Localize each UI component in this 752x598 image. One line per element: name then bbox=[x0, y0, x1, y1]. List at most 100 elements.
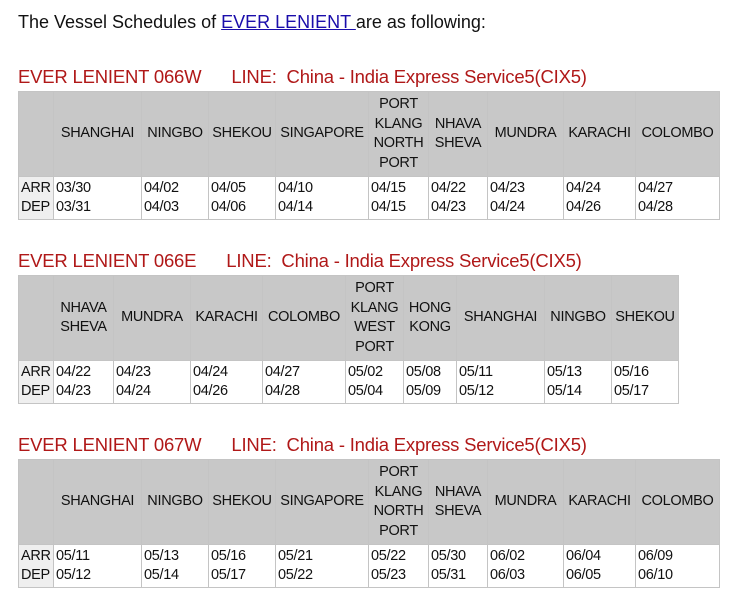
port-header: NHAVA SHEVA bbox=[428, 91, 488, 177]
row-labels: ARR DEP bbox=[18, 544, 54, 588]
voyage-title: EVER LENIENT 067W LINE: China - India Exp… bbox=[18, 434, 587, 456]
corner-cell bbox=[18, 275, 54, 361]
port-header: KARACHI bbox=[563, 91, 636, 177]
date-cell: 05/11 05/12 bbox=[456, 360, 545, 404]
dep-date: 04/26 bbox=[193, 383, 228, 399]
voyage-title: EVER LENIENT 066E LINE: China - India Exp… bbox=[18, 250, 582, 272]
date-cell: 05/16 05/17 bbox=[208, 544, 276, 588]
dep-date: 06/03 bbox=[490, 567, 525, 583]
service-line: LINE: China - India Express Service5(CIX… bbox=[231, 434, 587, 455]
date-cell: 04/15 04/15 bbox=[368, 176, 429, 220]
arr-label: ARR bbox=[21, 180, 51, 196]
arr-date: 05/13 bbox=[547, 364, 582, 380]
dep-label: DEP bbox=[21, 199, 50, 215]
date-cell: 05/13 05/14 bbox=[544, 360, 612, 404]
date-cell: 06/04 06/05 bbox=[563, 544, 636, 588]
arr-date: 06/09 bbox=[638, 548, 673, 564]
port-header: SHANGHAI bbox=[53, 459, 142, 545]
dep-date: 05/23 bbox=[371, 567, 406, 583]
arr-date: 04/22 bbox=[431, 180, 466, 196]
dep-date: 04/26 bbox=[566, 199, 601, 215]
date-cell: 04/02 04/03 bbox=[141, 176, 209, 220]
voyage-name: EVER LENIENT 066E bbox=[18, 250, 197, 271]
port-header: SHANGHAI bbox=[53, 91, 142, 177]
date-cell: 04/22 04/23 bbox=[53, 360, 114, 404]
date-cell: 04/27 04/28 bbox=[262, 360, 346, 404]
row-labels: ARR DEP bbox=[18, 176, 54, 220]
port-header: SINGAPORE bbox=[275, 459, 369, 545]
dep-date: 05/17 bbox=[614, 383, 649, 399]
port-header: MUNDRA bbox=[113, 275, 191, 361]
arr-date: 04/23 bbox=[490, 180, 525, 196]
arr-date: 05/11 bbox=[459, 364, 493, 380]
row-labels: ARR DEP bbox=[18, 360, 54, 404]
arr-date: 04/27 bbox=[265, 364, 300, 380]
dep-date: 05/22 bbox=[278, 567, 313, 583]
port-header: SHEKOU bbox=[208, 459, 276, 545]
port-header: KARACHI bbox=[190, 275, 263, 361]
dep-date: 04/24 bbox=[490, 199, 525, 215]
dep-date: 04/14 bbox=[278, 199, 313, 215]
date-cell: 05/02 05/04 bbox=[345, 360, 404, 404]
dep-date: 05/04 bbox=[348, 383, 383, 399]
arr-date: 04/27 bbox=[638, 180, 673, 196]
arr-label: ARR bbox=[21, 364, 51, 380]
date-cell: 05/21 05/22 bbox=[275, 544, 369, 588]
port-header: HONG KONG bbox=[403, 275, 457, 361]
header-row: SHANGHAI NINGBO SHEKOU SINGAPORE PORT KLANG … bbox=[18, 91, 720, 177]
port-header: PORT KLANG WEST PORT bbox=[345, 275, 404, 361]
port-header: MUNDRA bbox=[487, 91, 564, 177]
dep-date: 04/06 bbox=[211, 199, 246, 215]
table-row: ARR DEP 05/11 05/12 05/13 05/14 05/16 05/17 05/2… bbox=[18, 544, 720, 588]
port-header: MUNDRA bbox=[487, 459, 564, 545]
arr-date: 05/22 bbox=[371, 548, 406, 564]
date-cell: 06/09 06/10 bbox=[635, 544, 720, 588]
arr-date: 05/30 bbox=[431, 548, 466, 564]
port-header: NINGBO bbox=[141, 91, 209, 177]
date-cell: 06/02 06/03 bbox=[487, 544, 564, 588]
arr-date: 05/21 bbox=[278, 548, 313, 564]
date-cell: 03/30 03/31 bbox=[53, 176, 142, 220]
voyage-name: EVER LENIENT 066W bbox=[18, 66, 202, 87]
arr-date: 05/16 bbox=[211, 548, 246, 564]
port-header: SHEKOU bbox=[208, 91, 276, 177]
schedule-table: SHANGHAI NINGBO SHEKOU SINGAPORE PORT KLANG … bbox=[18, 459, 720, 588]
arr-date: 05/02 bbox=[348, 364, 383, 380]
date-cell: 04/24 04/26 bbox=[190, 360, 263, 404]
date-cell: 05/08 05/09 bbox=[403, 360, 457, 404]
service-line: LINE: China - India Express Service5(CIX… bbox=[231, 66, 587, 87]
schedule-table: SHANGHAI NINGBO SHEKOU SINGAPORE PORT KLANG … bbox=[18, 91, 720, 220]
dep-label: DEP bbox=[21, 567, 50, 583]
date-cell: 04/24 04/26 bbox=[563, 176, 636, 220]
dep-date: 05/09 bbox=[406, 383, 441, 399]
schedule-table: NHAVA SHEVA MUNDRA KARACHI COLOMBO PORT KLAN… bbox=[18, 275, 679, 404]
dep-date: 05/17 bbox=[211, 567, 246, 583]
arr-label: ARR bbox=[21, 548, 51, 564]
date-cell: 05/11 05/12 bbox=[53, 544, 142, 588]
arr-date: 05/11 bbox=[56, 548, 90, 564]
port-header: SHANGHAI bbox=[456, 275, 545, 361]
corner-cell bbox=[18, 459, 54, 545]
table-row: ARR DEP 04/22 04/23 04/23 04/24 04/24 04/26 04/2… bbox=[18, 360, 679, 404]
port-header: COLOMBO bbox=[635, 459, 720, 545]
intro-prefix: The Vessel Schedules of bbox=[18, 12, 222, 32]
dep-label: DEP bbox=[21, 383, 50, 399]
arr-date: 04/10 bbox=[278, 180, 313, 196]
dep-date: 05/31 bbox=[431, 567, 466, 583]
arr-date: 04/02 bbox=[144, 180, 179, 196]
date-cell: 05/22 05/23 bbox=[368, 544, 429, 588]
port-header: NHAVA SHEVA bbox=[53, 275, 114, 361]
intro-suffix: are as following: bbox=[355, 12, 486, 32]
date-cell: 04/23 04/24 bbox=[487, 176, 564, 220]
arr-date: 05/08 bbox=[406, 364, 441, 380]
arr-date: 05/16 bbox=[614, 364, 649, 380]
dep-date: 06/10 bbox=[638, 567, 673, 583]
port-header: SHEKOU bbox=[611, 275, 679, 361]
port-header: NINGBO bbox=[544, 275, 612, 361]
port-header: PORT KLANG NORTH PORT bbox=[368, 459, 429, 545]
port-header: PORT KLANG NORTH PORT bbox=[368, 91, 429, 177]
date-cell: 05/13 05/14 bbox=[141, 544, 209, 588]
vessel-link[interactable]: EVER LENIENT bbox=[221, 12, 356, 32]
voyage-title: EVER LENIENT 066W LINE: China - India Exp… bbox=[18, 66, 587, 88]
arr-date: 04/24 bbox=[193, 364, 228, 380]
